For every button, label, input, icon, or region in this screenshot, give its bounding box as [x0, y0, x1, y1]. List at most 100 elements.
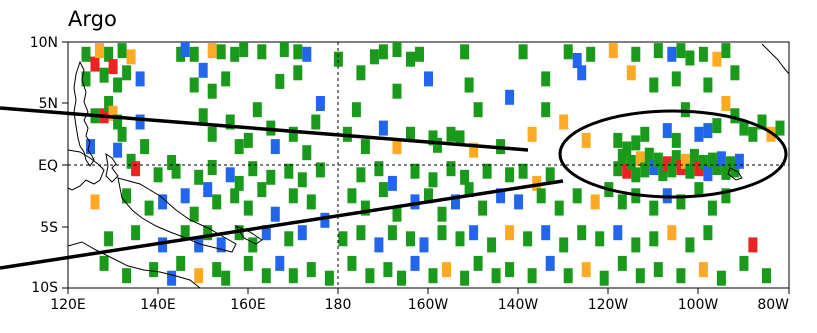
float-marker	[640, 162, 650, 178]
float-marker	[360, 139, 370, 155]
float-marker	[649, 77, 659, 93]
float-marker	[338, 231, 348, 247]
float-marker	[554, 200, 564, 216]
float-marker	[207, 43, 217, 59]
float-marker	[108, 105, 118, 121]
float-marker	[698, 262, 708, 278]
float-marker	[257, 44, 267, 60]
float-marker	[311, 114, 321, 130]
float-marker	[536, 188, 546, 204]
float-marker	[464, 182, 474, 198]
coastline-australia	[67, 241, 202, 289]
float-marker	[541, 102, 551, 118]
float-marker	[469, 225, 479, 241]
float-marker	[212, 262, 222, 278]
lat-label-10s: 10S	[31, 280, 58, 296]
float-marker	[685, 50, 695, 66]
float-marker	[464, 77, 474, 93]
float-marker	[631, 135, 641, 151]
float-marker	[243, 255, 253, 271]
float-marker	[158, 194, 168, 210]
lon-label-160w: 160W	[408, 297, 449, 313]
float-marker	[149, 262, 159, 278]
float-marker	[446, 161, 456, 177]
float-marker	[261, 225, 271, 241]
longitude-labels: 120E 140E 160E 180 160W 140W 120W 100W 8…	[50, 297, 789, 313]
float-marker	[95, 43, 104, 59]
float-marker	[234, 139, 244, 155]
float-marker	[189, 77, 199, 93]
coastlines	[67, 42, 790, 289]
float-marker	[108, 59, 118, 75]
float-marker	[505, 89, 515, 105]
float-marker	[757, 114, 767, 130]
float-marker	[135, 71, 145, 87]
float-marker	[613, 225, 623, 241]
coastline-new-guinea	[117, 177, 237, 253]
float-marker	[284, 231, 294, 247]
float-marker	[635, 151, 645, 167]
float-marker	[293, 44, 303, 60]
float-marker	[698, 46, 708, 62]
float-marker	[428, 268, 438, 284]
float-marker	[703, 77, 713, 93]
float-marker	[198, 108, 208, 124]
lat-label-10n: 10N	[30, 35, 58, 51]
float-marker	[122, 65, 132, 81]
latitude-labels: 10N 5N EQ 5S 10S	[30, 35, 58, 296]
float-marker	[734, 153, 744, 169]
float-marker	[81, 71, 91, 87]
float-marker	[419, 237, 429, 253]
float-marker	[730, 65, 740, 81]
coastline-borneo-sulawesi	[67, 149, 105, 191]
float-marker	[261, 268, 271, 284]
float-marker	[406, 51, 415, 67]
float-marker	[324, 270, 334, 286]
float-marker	[694, 182, 704, 198]
float-marker	[460, 169, 470, 185]
float-marker	[446, 126, 456, 142]
float-marker	[351, 102, 361, 118]
float-marker	[496, 188, 506, 204]
float-marker	[712, 160, 722, 175]
float-marker	[180, 225, 190, 241]
lon-label-80w: 80W	[757, 297, 789, 313]
float-marker	[703, 166, 713, 182]
float-marker	[392, 42, 402, 57]
float-marker	[374, 237, 384, 253]
float-marker	[248, 237, 258, 253]
float-marker	[122, 268, 132, 284]
float-marker	[230, 46, 240, 62]
float-marker	[712, 118, 722, 134]
float-marker	[347, 188, 357, 204]
float-marker	[748, 126, 758, 142]
float-marker	[221, 71, 231, 87]
float-marker	[392, 83, 402, 99]
float-marker	[306, 262, 316, 278]
float-marker	[176, 255, 186, 271]
float-marker	[378, 182, 388, 198]
float-marker	[243, 132, 253, 148]
float-marker	[739, 255, 749, 271]
float-marker	[505, 225, 515, 241]
float-marker	[248, 161, 258, 177]
float-marker	[667, 225, 677, 241]
float-marker	[658, 166, 668, 182]
float-marker	[667, 46, 677, 62]
float-marker	[158, 237, 168, 253]
float-marker	[194, 268, 204, 284]
float-marker	[270, 206, 280, 222]
float-marker	[626, 155, 636, 170]
float-marker	[221, 270, 231, 286]
float-marker	[455, 130, 465, 146]
float-marker	[275, 255, 285, 271]
float-marker	[360, 200, 370, 216]
float-marker	[270, 139, 280, 155]
float-marker	[207, 83, 217, 99]
float-marker	[424, 188, 433, 204]
float-marker	[383, 262, 393, 278]
float-marker	[649, 200, 659, 216]
float-marker	[374, 161, 384, 177]
float-marker	[563, 44, 573, 60]
float-marker	[288, 268, 298, 284]
